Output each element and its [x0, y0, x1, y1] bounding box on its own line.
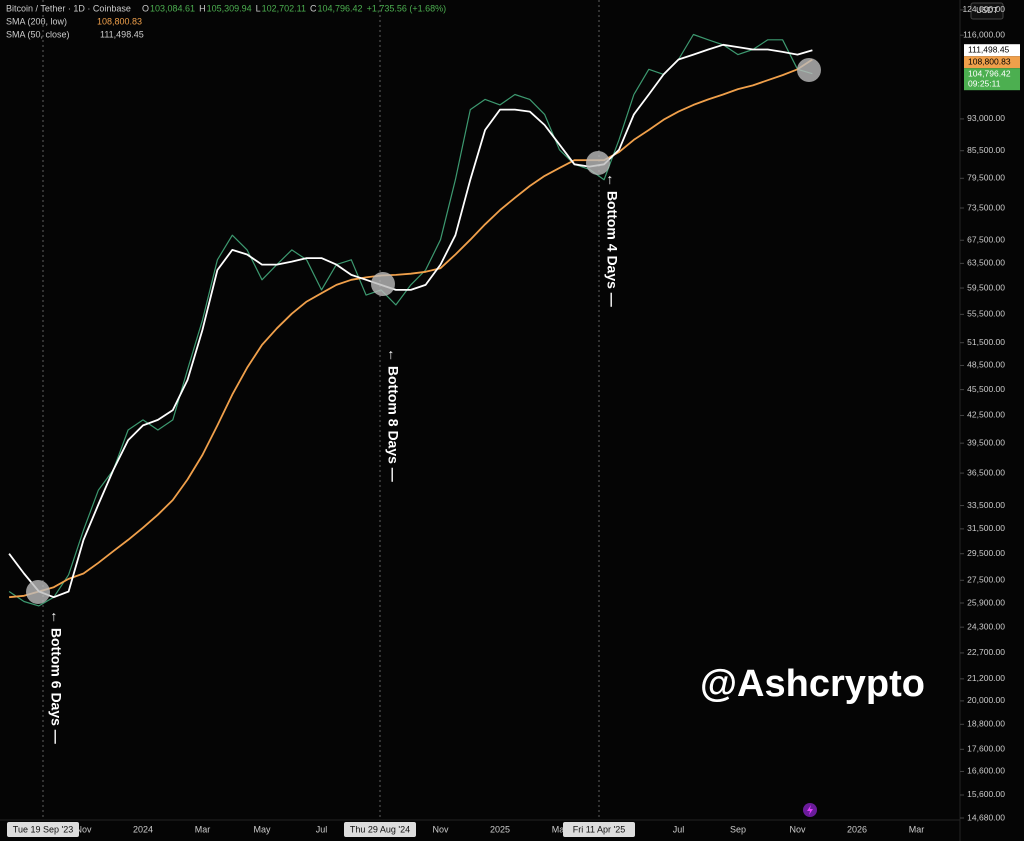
date-marker: Thu 29 Aug '24	[350, 824, 410, 834]
y-tick-label: 55,500.00	[967, 309, 1005, 319]
ohlc-value: 102,702.11	[262, 3, 306, 13]
x-tick-label: Jul	[316, 824, 328, 834]
date-marker-box	[563, 822, 635, 837]
ohlc-key: L	[256, 3, 261, 13]
y-tick-label: 21,200.00	[967, 673, 1005, 683]
ohlc-key: C	[310, 3, 317, 13]
ohlc-key: O	[142, 3, 149, 13]
annotation: ← Bottom 8 Days —	[385, 348, 401, 482]
y-tick-label: 17,600.00	[967, 744, 1005, 754]
price-label-box	[964, 44, 1020, 57]
sma-line	[9, 58, 813, 599]
date-marker-box	[7, 822, 79, 837]
watermark: @Ashcrypto	[700, 663, 925, 705]
date-marker: Fri 11 Apr '25	[573, 824, 626, 834]
currency[interactable]: USDT	[976, 6, 998, 15]
x-tick-label: Mar	[909, 824, 925, 834]
legend-name: SMA (200, low)	[6, 16, 67, 26]
price-label: 104,796.42	[968, 68, 1011, 78]
y-tick-label: 25,900.00	[967, 597, 1005, 607]
y-tick-label: 36,500.00	[967, 467, 1005, 477]
legend-value: 111,498.45	[100, 29, 144, 39]
price-label: 111,498.45	[968, 44, 1010, 54]
chart-title: Bitcoin / Tether · 1D · Coinbase	[6, 3, 131, 13]
y-tick-label: 29,500.00	[967, 548, 1005, 558]
y-tick-label: 48,500.00	[967, 360, 1005, 370]
y-tick-label: 24,300.00	[967, 621, 1005, 631]
alert-icon	[807, 805, 813, 815]
y-tick-label: 45,500.00	[967, 384, 1005, 394]
y-tick-label: 15,600.00	[967, 789, 1005, 799]
x-tick-label: Nov	[789, 824, 806, 834]
x-tick-label: Jul	[673, 824, 685, 834]
price-label-box	[964, 56, 1020, 69]
y-tick-label: 39,500.00	[967, 437, 1005, 447]
ohlc-change: +1,735.56 (+1.68%)	[367, 3, 447, 13]
y-tick-label: 59,500.00	[967, 282, 1005, 292]
y-tick-label: 79,500.00	[967, 173, 1005, 183]
legend-name: SMA (50, close)	[6, 29, 70, 39]
price-label: 108,800.83	[968, 56, 1011, 66]
x-tick-label: Mar	[552, 824, 568, 834]
x-tick-label: May	[253, 824, 271, 834]
annotation: ← Bottom 6 Days —	[48, 610, 64, 744]
date-marker-box	[344, 822, 416, 837]
ohlc-key: H	[199, 3, 206, 13]
x-tick-label: 2025	[490, 824, 510, 834]
annotation: ← Bottom 4 Days —	[604, 173, 620, 307]
cross-circle	[26, 580, 50, 604]
y-tick-label: 16,600.00	[967, 766, 1005, 776]
y-tick-label: 116,000.00	[963, 29, 1005, 39]
y-tick-label: 63,500.00	[967, 258, 1005, 268]
x-tick-label: Nov	[75, 824, 92, 834]
x-tick-label: Nov	[432, 824, 449, 834]
y-tick-label: 73,500.00	[967, 202, 1005, 212]
y-tick-label: 14,680.00	[967, 812, 1005, 822]
legend-value: 108,800.83	[97, 16, 142, 26]
y-tick-label: 33,500.00	[967, 500, 1005, 510]
countdown: 09:25:11	[968, 78, 1001, 88]
y-tick-label: 124,000.00	[962, 4, 1005, 14]
y-tick-label: 51,500.00	[967, 337, 1005, 347]
y-tick-label: 27,500.00	[967, 575, 1005, 585]
cross-circle	[797, 58, 821, 82]
x-tick-label: Sep	[730, 824, 746, 834]
sma-line	[8, 43, 813, 599]
x-tick-label: 2026	[847, 824, 867, 834]
date-marker: Tue 19 Sep '23	[13, 824, 73, 834]
cross-circle	[586, 151, 610, 175]
cross-circle	[371, 272, 395, 296]
x-tick-label: Mar	[195, 824, 211, 834]
y-tick-label: 93,000.00	[967, 113, 1005, 123]
y-tick-label: 22,700.00	[967, 647, 1005, 657]
ohlc-value: 104,796.42	[318, 3, 363, 13]
y-tick-label: 18,800.00	[967, 719, 1005, 729]
y-tick-label: 31,500.00	[967, 523, 1005, 533]
ohlc-value: 103,084.61	[150, 3, 195, 13]
y-tick-label: 42,500.00	[967, 410, 1005, 420]
y-tick-label: 20,000.00	[967, 695, 1005, 705]
price-label-box	[964, 68, 1020, 91]
ohlc-value: 105,309.94	[207, 3, 252, 13]
y-tick-label: 67,500.00	[967, 235, 1005, 245]
x-tick-label: 2024	[133, 824, 153, 834]
currency-box[interactable]	[970, 2, 1004, 20]
y-tick-label: 85,500.00	[967, 145, 1005, 155]
